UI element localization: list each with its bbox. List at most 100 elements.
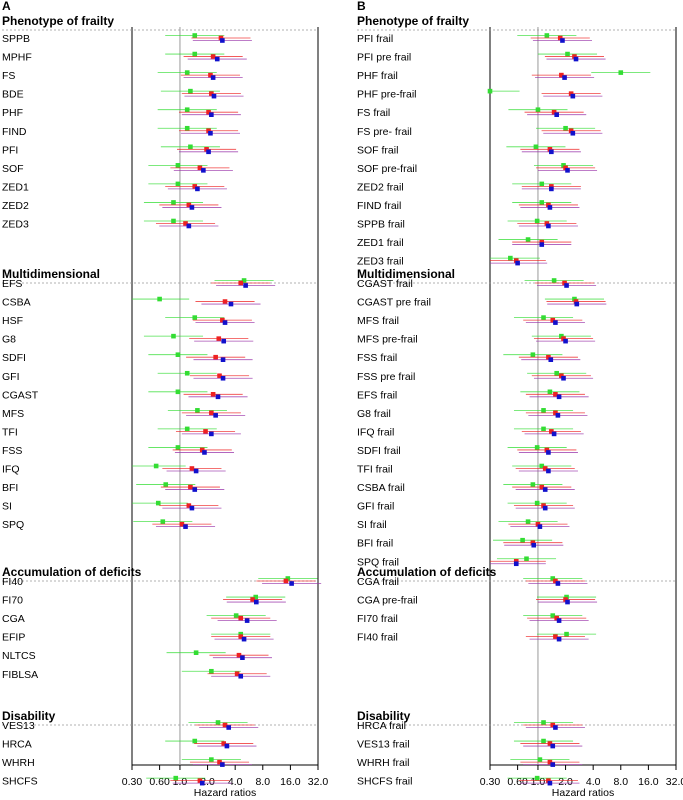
row-label: CGAST frail — [357, 278, 413, 290]
row-label: BDE — [2, 89, 24, 101]
forest-row — [517, 33, 593, 43]
point-estimate-green — [547, 389, 553, 395]
point-estimate-blue — [546, 223, 551, 229]
point-estimate-blue — [565, 599, 570, 605]
x-tick-label: 2.0 — [558, 776, 573, 788]
point-estimate-green — [530, 352, 536, 357]
point-estimate-red — [547, 741, 553, 746]
forest-row — [256, 576, 322, 586]
point-estimate-red — [192, 184, 198, 189]
forest-row — [157, 426, 241, 437]
point-estimate-blue — [556, 618, 562, 623]
point-estimate-green — [618, 70, 624, 75]
point-estimate-blue — [226, 725, 232, 730]
point-estimate-blue — [215, 394, 221, 400]
point-estimate-red — [563, 597, 568, 602]
point-estimate-green — [541, 426, 546, 432]
section-title: Multidimensional — [2, 267, 100, 281]
forest-row — [507, 775, 580, 786]
row-label: FS pre- frail — [357, 126, 412, 138]
point-estimate-green — [195, 408, 200, 413]
forest-row — [507, 218, 578, 229]
point-estimate-red — [559, 373, 564, 379]
point-estimate-red — [550, 317, 556, 323]
row-label: PFI frail — [357, 33, 393, 45]
point-estimate-green — [541, 408, 546, 413]
point-estimate-green — [563, 125, 568, 131]
forest-row — [146, 775, 232, 786]
row-label: PFI pre frail — [357, 52, 411, 64]
forest-row — [165, 738, 257, 749]
forest-row — [165, 33, 252, 43]
section-title: Accumulation of deficits — [2, 565, 142, 579]
x-tick-label: 0.30 — [122, 776, 143, 788]
point-estimate-green — [171, 333, 176, 339]
point-estimate-blue — [515, 260, 520, 266]
point-estimate-blue — [220, 375, 226, 381]
point-estimate-green — [534, 218, 540, 224]
forest-row — [160, 88, 244, 99]
point-estimate-blue — [549, 186, 554, 192]
forest-row — [490, 255, 548, 266]
row-label: PHF — [2, 107, 23, 119]
point-estimate-blue — [209, 112, 214, 117]
point-estimate-blue — [238, 673, 244, 679]
point-estimate-green — [184, 370, 190, 376]
row-label: FIBLSA — [2, 669, 38, 681]
row-label: HRCA frail — [357, 720, 406, 732]
forest-row — [527, 370, 594, 381]
point-estimate-green — [551, 278, 557, 283]
forest-row — [513, 426, 584, 437]
point-estimate-red — [222, 299, 228, 304]
point-estimate-green — [487, 88, 493, 94]
point-estimate-red — [546, 202, 551, 208]
row-label: SI — [2, 501, 12, 513]
row-label: BFI — [2, 482, 18, 494]
point-estimate-red — [222, 722, 228, 728]
point-estimate-green — [572, 296, 577, 302]
forest-row — [498, 519, 570, 529]
point-estimate-green — [192, 33, 198, 38]
row-label: CGA — [2, 613, 25, 625]
row-label: FI40 — [2, 576, 23, 588]
row-label: G8 frail — [357, 408, 391, 420]
forest-row — [513, 408, 588, 418]
forest-row — [157, 125, 240, 136]
forest-row — [181, 668, 271, 679]
point-estimate-red — [186, 503, 192, 508]
point-estimate-blue — [531, 542, 537, 548]
point-estimate-blue — [220, 38, 225, 43]
x-tick-label: 32.0 — [666, 776, 683, 788]
row-label: ZED1 — [2, 181, 29, 193]
point-estimate-blue — [548, 357, 554, 362]
row-label: GFI — [2, 371, 20, 383]
point-estimate-green — [533, 144, 539, 150]
row-label: CGAST — [2, 389, 39, 401]
point-estimate-green — [550, 613, 556, 618]
forest-row — [160, 144, 239, 155]
point-estimate-red — [544, 447, 550, 453]
point-estimate-blue — [213, 413, 218, 418]
point-estimate-blue — [563, 338, 568, 344]
row-label: SOF — [2, 163, 24, 175]
point-estimate-blue — [241, 636, 247, 642]
point-estimate-green — [534, 775, 540, 781]
point-estimate-green — [285, 576, 291, 581]
point-estimate-red — [550, 722, 556, 728]
row-label: WHRH frail — [357, 757, 410, 769]
point-estimate-red — [186, 202, 192, 208]
point-estimate-blue — [550, 743, 556, 749]
row-label: NLTCS — [2, 650, 36, 662]
row-label: IFQ frail — [357, 426, 394, 438]
point-estimate-green — [541, 720, 546, 725]
point-estimate-blue — [186, 223, 192, 229]
point-estimate-red — [199, 447, 205, 453]
row-label: TFI — [2, 426, 18, 438]
point-estimate-green — [184, 426, 190, 432]
point-estimate-green — [233, 613, 239, 618]
forest-row — [544, 296, 607, 307]
point-estimate-red — [549, 429, 554, 434]
point-estimate-blue — [214, 56, 220, 62]
forest-row — [206, 613, 277, 623]
row-label: CGA pre-frail — [357, 595, 418, 607]
